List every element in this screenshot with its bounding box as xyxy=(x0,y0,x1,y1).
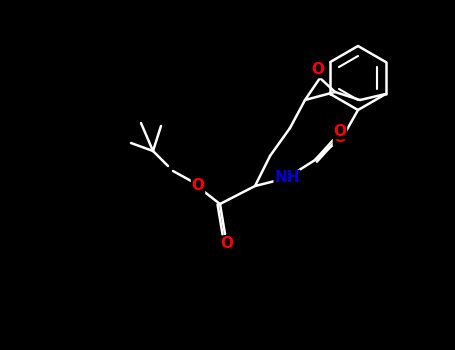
Text: O: O xyxy=(192,178,204,194)
Text: O: O xyxy=(334,124,347,139)
Text: O: O xyxy=(312,63,324,77)
Text: O: O xyxy=(334,131,347,146)
Text: NH: NH xyxy=(274,170,300,186)
Text: O: O xyxy=(221,237,233,252)
